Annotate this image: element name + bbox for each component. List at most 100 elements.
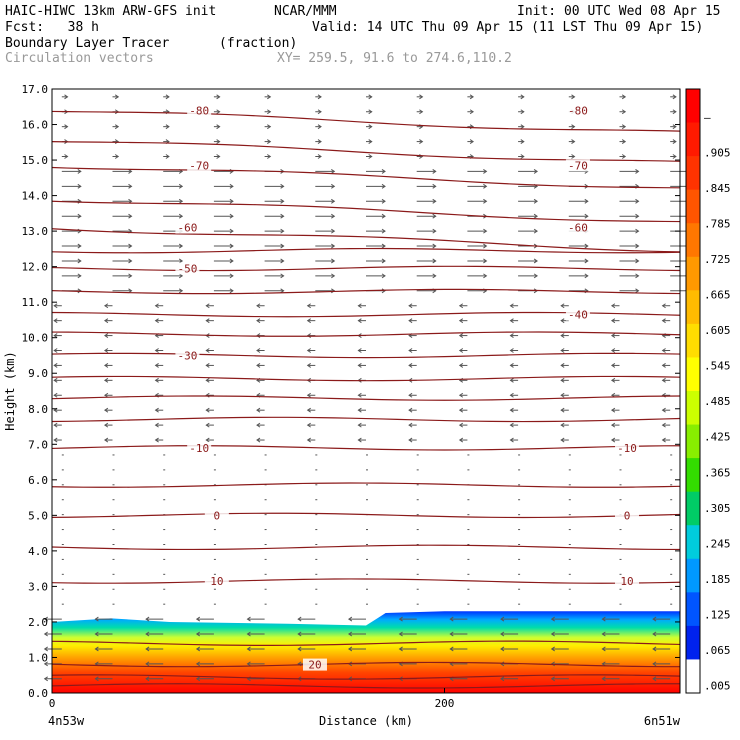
vector-arrow xyxy=(53,363,62,368)
vector-arrow xyxy=(43,631,62,637)
vector-arrow xyxy=(661,407,671,413)
vector-arrow xyxy=(163,288,184,294)
vector-arrow xyxy=(366,213,386,219)
vector-arrow xyxy=(112,213,133,219)
contour-line xyxy=(51,445,681,451)
vector-arrow xyxy=(315,169,336,174)
vector-arrow xyxy=(213,198,234,204)
vector-arrow xyxy=(518,198,538,204)
vector-arrow xyxy=(213,243,234,249)
contour-line xyxy=(51,265,681,272)
contour-line xyxy=(51,141,681,162)
vector-arrow xyxy=(509,303,519,309)
vector-arrow xyxy=(297,616,316,622)
vector-arrow xyxy=(416,139,424,144)
vector-arrow xyxy=(315,213,336,219)
vector-arrow xyxy=(366,258,386,264)
vector-arrow xyxy=(53,348,62,353)
vector-arrow xyxy=(104,363,113,368)
vector-arrow xyxy=(366,183,386,189)
vector-arrow xyxy=(550,616,569,622)
vector-arrow xyxy=(366,273,386,279)
vector-arrow xyxy=(458,333,468,338)
contour-line xyxy=(51,683,681,689)
vector-arrow xyxy=(357,437,366,443)
vector-arrow xyxy=(661,377,671,383)
vector-arrow xyxy=(163,94,170,100)
vector-arrow xyxy=(661,422,671,428)
vector-arrow xyxy=(306,437,316,443)
vector-arrow xyxy=(315,94,322,100)
vector-arrow xyxy=(366,139,373,144)
vector-arrow xyxy=(398,631,417,637)
vector-arrow xyxy=(264,213,285,219)
vector-arrow xyxy=(518,139,525,144)
vector-arrow xyxy=(145,676,164,682)
colorbar-label: .305 xyxy=(704,502,731,515)
colorbar-swatch xyxy=(686,156,700,191)
contour-label: -80 xyxy=(189,104,209,117)
vector-arrow xyxy=(61,258,82,264)
vector-arrow xyxy=(104,422,113,428)
model-title: HAIC-HIWC 13km ARW-GFS init xyxy=(5,4,217,19)
vector-arrow xyxy=(601,676,620,682)
vector-arrow xyxy=(610,318,620,324)
vector-arrow xyxy=(500,631,519,637)
vector-arrow xyxy=(610,348,620,353)
tracer-field xyxy=(52,611,680,693)
vector-arrow xyxy=(509,407,519,413)
vector-arrow xyxy=(560,407,569,413)
vector-arrow xyxy=(568,198,589,204)
contour-line xyxy=(51,166,681,189)
vector-arrow xyxy=(112,154,120,159)
vector-arrow xyxy=(610,303,620,309)
vector-arrow xyxy=(264,243,285,249)
contour-line xyxy=(51,482,681,488)
colorbar-swatch xyxy=(686,491,700,526)
vector-arrow xyxy=(163,198,184,204)
vector-arrow xyxy=(366,243,386,249)
colorbar-label: .845 xyxy=(704,182,731,195)
vector-arrow xyxy=(670,139,677,144)
vector-arrow xyxy=(366,154,373,159)
vector-arrow xyxy=(145,616,164,622)
vector-arrow xyxy=(53,437,62,443)
colorbar-label: .125 xyxy=(704,608,731,621)
vector-arrow xyxy=(163,243,184,249)
vector-arrow xyxy=(416,213,437,219)
contour-label: 0 xyxy=(214,509,221,522)
vector-arrow xyxy=(398,616,417,622)
vector-arrow xyxy=(366,94,373,100)
colorbar-label: .365 xyxy=(704,466,731,479)
vector-arrow xyxy=(61,183,82,189)
vector-arrow xyxy=(408,392,417,398)
colorbar-swatch xyxy=(686,424,700,459)
vector-arrow xyxy=(104,348,113,353)
org-label: NCAR/MMM xyxy=(274,4,337,19)
vector-arrow xyxy=(306,407,316,413)
y-tick-label: 8.0 xyxy=(28,403,48,416)
vector-arrow xyxy=(661,303,671,309)
vector-arrow xyxy=(509,318,519,324)
vector-arrow xyxy=(568,258,589,264)
vector-arrow xyxy=(619,228,640,234)
vector-arrow xyxy=(205,318,214,324)
vector-arrow xyxy=(467,273,488,279)
vector-arrow xyxy=(104,392,113,398)
vector-arrow xyxy=(315,154,322,159)
vector-arrow xyxy=(264,258,285,264)
vector-arrow xyxy=(560,392,569,398)
vector-arrow xyxy=(560,437,569,443)
vector-arrow xyxy=(163,124,170,130)
axes: 0.0 1.0 2.0 3.0 4.0 5.0 6.0 7.0 8.0 9.0 10.0 11.0 12… xyxy=(3,83,681,728)
colorbar-label: .065 xyxy=(704,644,731,657)
tracer-shading xyxy=(52,611,680,693)
y-tick-label: 16.0 xyxy=(22,119,49,132)
contour-label: -60 xyxy=(177,222,197,235)
contour-line xyxy=(51,228,681,253)
vector-arrow xyxy=(315,183,336,189)
vector-arrow xyxy=(112,273,133,279)
colorbar-label: .905 xyxy=(704,147,731,160)
vector-arrow xyxy=(568,213,589,219)
y-axis-label: Height (km) xyxy=(3,351,17,430)
